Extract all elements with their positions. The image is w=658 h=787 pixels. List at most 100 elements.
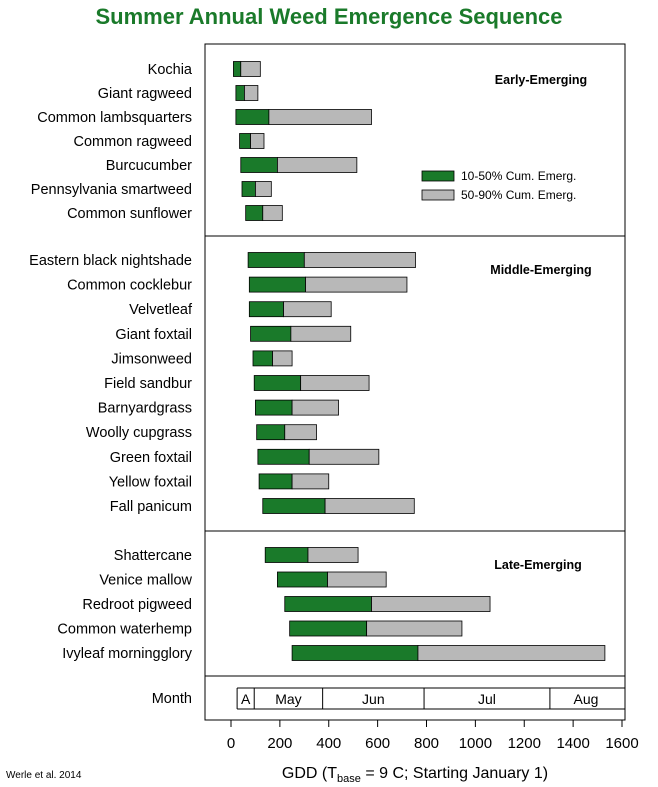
bar-10-50 — [235, 109, 270, 125]
category-label: Jimsonweed — [111, 351, 192, 367]
bar-50-90 — [307, 547, 359, 563]
bar-10-50 — [252, 350, 273, 367]
bar-50-90 — [262, 205, 283, 221]
bar-50-90 — [303, 252, 416, 268]
x-tick-label: 1200 — [508, 735, 541, 752]
bar-10-50 — [233, 61, 242, 77]
category-label: Venice mallow — [99, 573, 192, 589]
category-label: Giant foxtail — [115, 327, 192, 343]
category-label: Eastern black nightshade — [29, 253, 192, 269]
bar-50-90 — [327, 571, 387, 588]
category-label: Common cocklebur — [67, 278, 192, 294]
bar-10-50 — [248, 301, 284, 318]
category-label: Pennsylvania smartweed — [31, 182, 192, 198]
bar-50-90 — [244, 85, 259, 101]
section-label: Middle-Emerging — [490, 263, 591, 277]
bar-50-90 — [272, 350, 293, 367]
bar-50-90 — [290, 325, 352, 342]
category-label: Yellow foxtail — [109, 474, 192, 490]
category-label: Ivyleaf morningglory — [62, 646, 192, 662]
bar-10-50 — [248, 276, 306, 293]
bar-10-50 — [289, 620, 368, 637]
month-row-label: Month — [152, 691, 192, 707]
bar-50-90 — [305, 276, 408, 293]
x-tick-label: 800 — [414, 735, 439, 752]
legend-label: 50-90% Cum. Emerg. — [461, 188, 576, 202]
category-label: Barnyardgrass — [98, 401, 192, 417]
category-label: Field sandbur — [104, 376, 192, 392]
month-label: A — [241, 691, 251, 707]
bar-50-90 — [291, 473, 330, 490]
category-label: Fall panicum — [110, 499, 192, 515]
bar-50-90 — [250, 133, 265, 149]
bar-50-90 — [366, 620, 463, 637]
bar-50-90 — [417, 645, 606, 661]
legend-swatch-50-90 — [421, 189, 455, 201]
category-label: Common ragweed — [74, 134, 192, 150]
month-row: Month A May Jun Jul Aug — [152, 675, 626, 721]
category-label: Green foxtail — [110, 450, 192, 466]
bar-50-90 — [284, 424, 317, 441]
bar-10-50 — [247, 252, 305, 268]
x-tick-label: 600 — [365, 735, 390, 752]
bar-50-90 — [283, 301, 332, 318]
category-label: Redroot pigweed — [82, 597, 192, 613]
x-tick-label: 1400 — [556, 735, 589, 752]
category-label: Common sunflower — [67, 206, 192, 222]
bar-10-50 — [258, 473, 293, 490]
bar-10-50 — [255, 399, 293, 416]
bar-50-90 — [308, 448, 380, 465]
x-tick-label: 0 — [227, 735, 235, 752]
source-credit: Werle et al. 2014 — [6, 770, 82, 781]
x-axis-label: GDD (Tbase = 9 C; Starting January 1) — [282, 765, 548, 785]
category-label: Burcucumber — [106, 158, 192, 174]
legend-swatch-10-50 — [421, 170, 455, 182]
section-labels: Early-Emerging Middle-Emerging Late-Emergi… — [490, 73, 591, 572]
category-label: Giant ragweed — [98, 86, 192, 102]
bar-50-90 — [291, 399, 339, 416]
bar-50-90 — [277, 157, 358, 173]
category-labels: Kochia Giant ragweed Common lambsquarters C… — [29, 62, 193, 662]
month-panel — [204, 675, 626, 721]
bar-50-90 — [300, 375, 370, 391]
bar-10-50 — [264, 547, 309, 563]
section-label: Late-Emerging — [494, 558, 582, 572]
bar-10-50 — [239, 133, 251, 149]
month-label: May — [275, 691, 301, 707]
category-label: Common lambsquarters — [37, 110, 192, 126]
chart-title: Summer Annual Weed Emergence Sequence — [95, 4, 563, 29]
bar-10-50 — [284, 596, 372, 612]
category-label: Kochia — [148, 62, 193, 78]
bar-10-50 — [256, 424, 286, 441]
bar-10-50 — [257, 448, 310, 465]
x-tick-label: 200 — [267, 735, 292, 752]
bar-10-50 — [241, 181, 256, 197]
bar-50-90 — [255, 181, 272, 197]
category-label: Common waterhemp — [57, 622, 192, 638]
bar-10-50 — [235, 85, 245, 101]
x-tick-label: 1000 — [459, 735, 492, 752]
category-label: Shattercane — [114, 548, 192, 564]
legend-label: 10-50% Cum. Emerg. — [461, 169, 576, 183]
bar-50-90 — [240, 61, 261, 77]
category-label: Woolly cupgrass — [86, 425, 192, 441]
bars-layer — [233, 61, 606, 661]
section-label: Early-Emerging — [495, 73, 587, 87]
x-tick-label: 1600 — [605, 735, 638, 752]
bar-10-50 — [240, 157, 278, 173]
x-axis: 0 200 400 600 800 1000 1200 1400 1600 — [227, 720, 639, 752]
bar-10-50 — [250, 325, 292, 342]
category-label: Velvetleaf — [129, 302, 193, 318]
bar-50-90 — [371, 596, 491, 612]
bar-10-50 — [262, 498, 326, 514]
month-label: Jun — [362, 691, 385, 707]
bar-10-50 — [245, 205, 264, 221]
month-label: Jul — [478, 691, 496, 707]
bar-10-50 — [253, 375, 302, 391]
bar-10-50 — [277, 571, 328, 588]
legend: 10-50% Cum. Emerg. 50-90% Cum. Emerg. — [421, 169, 576, 202]
bar-50-90 — [324, 498, 415, 514]
x-tick-label: 400 — [316, 735, 341, 752]
month-label: Aug — [573, 691, 598, 707]
